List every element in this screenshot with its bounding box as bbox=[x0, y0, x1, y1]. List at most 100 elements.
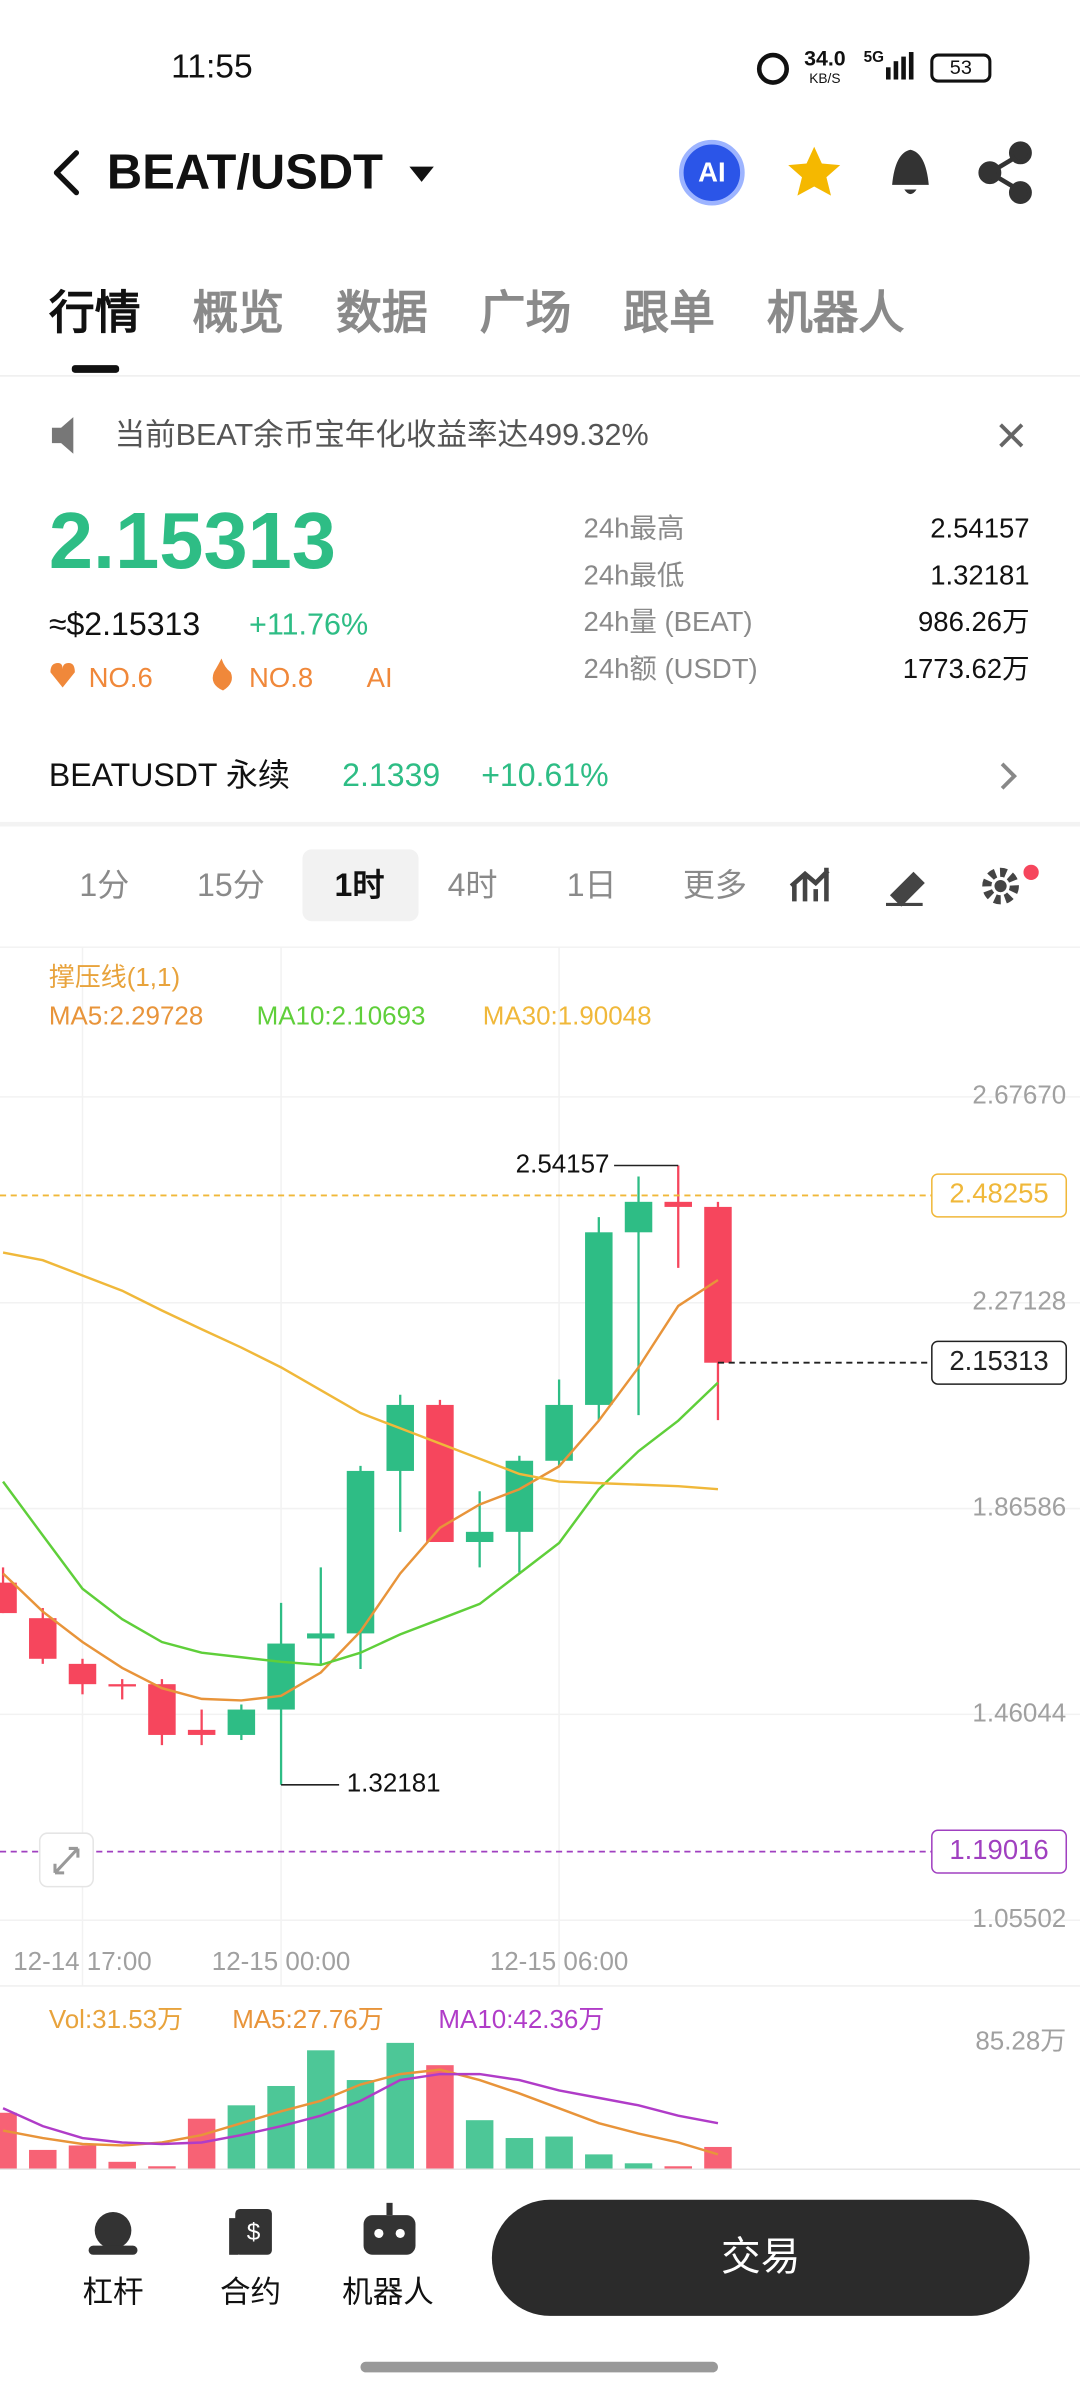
interval[interactable]: 更多 bbox=[683, 867, 747, 903]
volume-bar bbox=[585, 2154, 613, 2170]
notification-dot bbox=[1023, 864, 1039, 880]
indicator-button[interactable] bbox=[789, 867, 830, 902]
y-tick-label: 2.27128 bbox=[972, 1286, 1066, 1316]
draw-button[interactable] bbox=[885, 871, 925, 907]
stat-label: 24h最高 bbox=[584, 512, 685, 543]
battery-icon bbox=[930, 53, 992, 83]
ma-line bbox=[2, 1381, 719, 1667]
perp-name[interactable]: BEATUSDT 永续 bbox=[49, 757, 290, 793]
ai-label: AI bbox=[698, 156, 726, 187]
candle-body bbox=[465, 1531, 494, 1543]
tab[interactable]: 行情 bbox=[49, 287, 141, 338]
divider bbox=[0, 821, 1080, 827]
settings-button[interactable] bbox=[982, 867, 1019, 905]
volume-bar bbox=[108, 2161, 136, 2170]
perp-chevron[interactable] bbox=[1000, 762, 1018, 790]
stat-value: 1773.62万 bbox=[903, 653, 1030, 684]
speaker-icon bbox=[51, 417, 74, 454]
volume-bar bbox=[426, 2065, 454, 2170]
robot-label[interactable]: 机器人 bbox=[342, 2276, 434, 2310]
home-indicator bbox=[360, 2361, 718, 2373]
candle-body bbox=[585, 1232, 613, 1405]
candle-body bbox=[307, 1633, 335, 1639]
leverage-label[interactable]: 杠杆 bbox=[82, 2276, 143, 2310]
x-tick-label: 12-15 00:00 bbox=[212, 1946, 351, 1976]
interval[interactable]: 1时 bbox=[335, 867, 385, 903]
svg-text:$: $ bbox=[247, 2219, 261, 2246]
pair-title[interactable]: BEAT/USDT bbox=[107, 146, 383, 200]
ma-label: MA10:2.10693 bbox=[257, 1000, 426, 1030]
expand-icon bbox=[53, 1846, 80, 1875]
pair-dropdown[interactable] bbox=[409, 166, 434, 182]
candle-body bbox=[346, 1470, 375, 1634]
alarm-icon bbox=[756, 52, 789, 85]
stat-value: 1.32181 bbox=[930, 559, 1029, 590]
ma-label: MA30:1.90048 bbox=[483, 1000, 652, 1030]
volume-bar bbox=[624, 2163, 653, 2170]
tab[interactable]: 机器人 bbox=[767, 287, 905, 338]
net-speed-unit: KB/S bbox=[809, 71, 840, 86]
favorite-star[interactable] bbox=[788, 146, 841, 196]
robot-icon bbox=[363, 2202, 416, 2255]
close-notice[interactable] bbox=[999, 423, 1024, 448]
notice-text[interactable]: 当前BEAT余币宝年化收益率达499.32% bbox=[115, 418, 649, 452]
ma-line bbox=[2, 1251, 719, 1491]
last-price: 2.15313 bbox=[49, 496, 336, 585]
price-tag-label: 2.15313 bbox=[949, 1345, 1048, 1376]
volume-bar bbox=[386, 2042, 414, 2170]
alert-bell[interactable] bbox=[892, 149, 929, 195]
trade-button[interactable] bbox=[491, 2199, 1030, 2316]
usd-price: ≈$2.15313 bbox=[49, 606, 200, 642]
interval[interactable]: 1日 bbox=[567, 867, 617, 903]
volume-bar bbox=[664, 2166, 692, 2170]
candle-body bbox=[545, 1404, 573, 1461]
volume-ma-label: MA5:27.76万 bbox=[232, 2004, 383, 2034]
perp-price: 2.1339 bbox=[342, 757, 440, 793]
y-tick-label: 2.67670 bbox=[972, 1080, 1066, 1110]
tab-underline bbox=[71, 365, 120, 373]
tab[interactable]: 概览 bbox=[192, 287, 284, 338]
price-tag bbox=[931, 1340, 1068, 1385]
volume-bar bbox=[0, 2112, 17, 2170]
volume-bar bbox=[68, 2145, 97, 2170]
volume-ma-line bbox=[2, 2072, 719, 2146]
tab[interactable]: 数据 bbox=[336, 287, 428, 338]
price-change: +11.76% bbox=[249, 607, 368, 641]
perp-change: +10.61% bbox=[481, 757, 608, 793]
tab[interactable]: 广场 bbox=[480, 287, 572, 338]
candle-body bbox=[0, 1582, 17, 1614]
network-type: 5G bbox=[864, 49, 884, 66]
rank-badge[interactable]: NO.6 bbox=[89, 662, 153, 693]
candle-body bbox=[68, 1663, 97, 1685]
settings-hub bbox=[994, 879, 1007, 893]
low-label: 1.32181 bbox=[347, 1768, 441, 1798]
volume-ma-line bbox=[2, 2068, 719, 2156]
candle-body bbox=[227, 1709, 256, 1735]
ai-button[interactable] bbox=[679, 139, 745, 206]
candle-body bbox=[29, 1618, 57, 1659]
volume-label: Vol:31.53万 bbox=[49, 2004, 183, 2034]
price-tag-label: 2.48255 bbox=[949, 1178, 1048, 1209]
high-label: 2.54157 bbox=[516, 1148, 610, 1178]
contract-icon: $ bbox=[229, 2208, 272, 2255]
back-button[interactable] bbox=[53, 150, 80, 196]
stat-label: 24h最低 bbox=[584, 559, 685, 590]
share-button[interactable] bbox=[978, 141, 1032, 205]
stat-value: 986.26万 bbox=[918, 606, 1030, 637]
interval[interactable]: 15分 bbox=[197, 867, 265, 903]
tab[interactable]: 跟单 bbox=[623, 287, 715, 338]
ai-badge[interactable]: AI bbox=[367, 662, 393, 693]
price-tag-label: 1.19016 bbox=[949, 1834, 1048, 1865]
trade-label: 交易 bbox=[721, 2235, 800, 2279]
interval[interactable]: 1分 bbox=[79, 867, 129, 903]
stat-label: 24h额 (USDT) bbox=[584, 653, 758, 684]
interval[interactable]: 4时 bbox=[448, 867, 498, 903]
contract-label[interactable]: 合约 bbox=[220, 2276, 281, 2310]
hot-badge[interactable]: NO.8 bbox=[249, 662, 313, 693]
price-tag bbox=[931, 1829, 1068, 1874]
volume-bar bbox=[545, 2136, 573, 2170]
leverage-icon bbox=[88, 2212, 138, 2255]
